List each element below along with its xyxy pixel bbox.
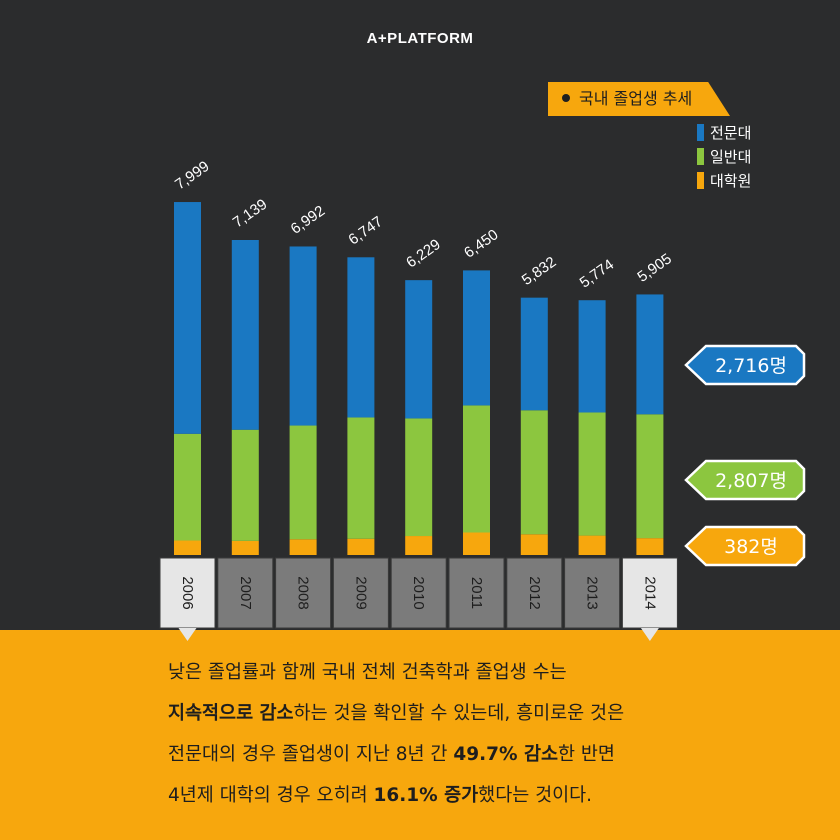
callout-label-0: 2,716명	[715, 355, 787, 377]
bar-segment-2009-0	[347, 538, 375, 555]
legend-label-graduate: 대학원	[710, 172, 752, 190]
callout-1: 2,807명	[684, 459, 806, 501]
legend-item-university: 일반대	[697, 146, 751, 170]
bar-segment-2013-0	[578, 535, 606, 555]
year-label-2008: 2008	[295, 576, 312, 609]
bar-segment-2011-1	[463, 405, 490, 533]
year-label-2007: 2007	[237, 576, 254, 609]
legend-label-university: 일반대	[710, 148, 752, 166]
caption-line-1: 낮은 졸업률과 함께 국내 전체 건축학과 졸업생 수는	[168, 662, 567, 683]
year-pointer-2006	[178, 628, 197, 641]
bar-segment-2010-0	[405, 536, 433, 555]
callout-label-2: 382명	[724, 536, 778, 558]
bar-segment-2008-1	[289, 425, 317, 540]
year-label-2014: 2014	[641, 576, 658, 609]
legend-swatch-graduate	[697, 172, 704, 189]
bar-segment-2011-0	[463, 532, 490, 555]
caption-line-3: 전문대의 경우 졸업생이 지난 8년 간 49.7% 감소한 반면	[168, 744, 615, 765]
year-label-2011: 2011	[468, 577, 485, 609]
bottom-panel	[0, 630, 840, 840]
bar-segment-2010-2	[405, 280, 433, 419]
bar-segment-2006-2	[174, 202, 201, 434]
callout-shape-1	[684, 459, 806, 501]
bar-segment-2013-2	[578, 300, 606, 413]
bar-segment-2013-1	[578, 412, 606, 536]
bullet-icon	[562, 94, 570, 102]
bar-segment-2007-2	[231, 239, 259, 430]
legend-title: 국내 졸업생 추세	[579, 89, 693, 108]
year-pointer-2014	[640, 628, 659, 641]
bar-segment-2007-0	[231, 540, 259, 555]
bar-segment-2009-2	[347, 257, 375, 418]
callout-label-1: 2,807명	[715, 470, 787, 492]
legend-item-graduate: 대학원	[697, 170, 751, 194]
year-box-2013	[564, 557, 621, 629]
bar-segment-2006-0	[174, 540, 201, 555]
bar-segment-2014-2	[636, 294, 664, 415]
year-box-2007	[217, 557, 274, 629]
year-box-2010	[390, 557, 447, 629]
bar-segment-2012-1	[520, 410, 548, 535]
callout-2: 382명	[684, 525, 806, 567]
year-label-2009: 2009	[352, 576, 369, 609]
year-pointers	[178, 628, 659, 641]
brand-logo: A+PLATFORM	[366, 30, 474, 47]
year-box-2011	[448, 557, 505, 629]
caption: 낮은 졸업률과 함께 국내 전체 건축학과 졸업생 수는 지속적으로 감소하는 …	[168, 652, 788, 816]
bar-segment-2014-0	[636, 538, 664, 555]
year-box-2009	[332, 557, 389, 629]
bar-segment-2006-1	[174, 433, 201, 541]
bar-segment-2009-1	[347, 417, 375, 539]
callout-0: 2,716명	[684, 344, 806, 386]
year-label-2012: 2012	[526, 576, 543, 609]
bar-segment-2011-2	[463, 270, 490, 406]
callout-shape-0	[684, 344, 806, 386]
year-label-2010: 2010	[410, 576, 427, 609]
bar-segment-2008-0	[289, 539, 317, 555]
legend-swatch-university	[697, 148, 704, 165]
legend-title-box: 국내 졸업생 추세	[548, 82, 730, 116]
year-box-2008	[275, 557, 332, 629]
year-label-2013: 2013	[584, 576, 601, 609]
caption-line-2: 지속적으로 감소하는 것을 확인할 수 있는데, 흥미로운 것은	[168, 703, 625, 724]
bar-segment-2010-1	[405, 418, 433, 537]
legend: 전문대 일반대 대학원	[697, 122, 751, 194]
bar-segment-2012-2	[520, 297, 548, 411]
legend-label-college: 전문대	[710, 124, 752, 142]
year-box-2012	[506, 557, 563, 629]
callout-shape-2	[684, 525, 806, 567]
bar-segment-2007-1	[231, 429, 259, 541]
year-box-2006	[159, 557, 216, 629]
caption-line-4: 4년제 대학의 경우 오히려 16.1% 증가했다는 것이다.	[168, 785, 593, 806]
bar-segment-2014-1	[636, 414, 664, 539]
year-label-2006: 2006	[179, 576, 196, 609]
legend-swatch-college	[697, 124, 704, 141]
stacked-bar-chart: 7,99920067,13920076,99220086,74720096,22…	[159, 158, 806, 629]
legend-item-college: 전문대	[697, 122, 751, 146]
bar-segment-2012-0	[520, 534, 548, 555]
bar-segment-2008-2	[289, 246, 317, 426]
